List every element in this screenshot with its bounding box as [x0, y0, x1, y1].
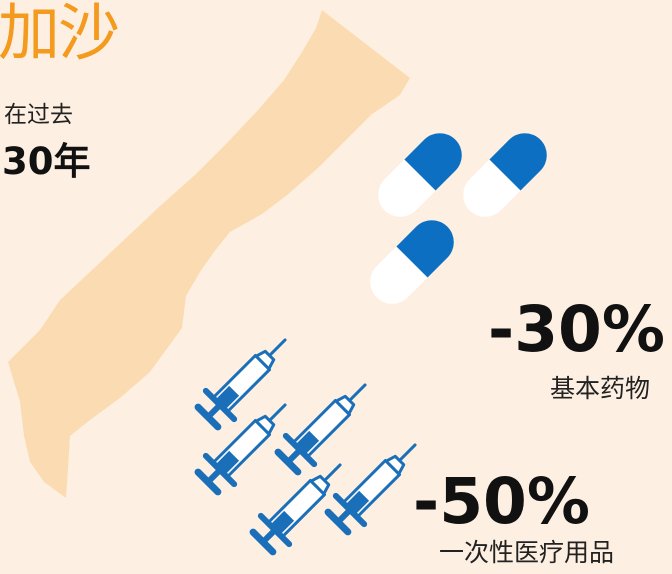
years-count: 30年: [2, 140, 91, 183]
stat-essential-medicines-label: 基本药物: [549, 374, 650, 403]
syringe-icon: [249, 451, 354, 556]
stat-essential-medicines-value: -30%: [488, 293, 665, 366]
syringe-icon: [274, 371, 379, 476]
subtitle-period: 在过去: [4, 102, 73, 128]
stat-disposables-value: -50%: [413, 465, 590, 538]
stat-disposables-label: 一次性医疗用品: [438, 538, 614, 567]
page-title: 加沙: [0, 0, 120, 69]
syringe-icon: [194, 326, 299, 431]
syringe-icon: [194, 391, 299, 496]
